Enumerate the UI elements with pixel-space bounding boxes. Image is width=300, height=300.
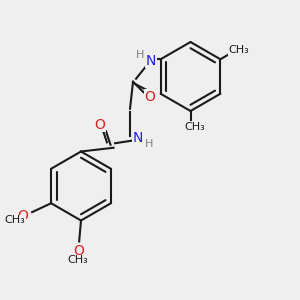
Text: CH₃: CH₃ (184, 122, 205, 132)
Text: H: H (145, 139, 154, 149)
Text: O: O (94, 118, 105, 132)
Text: O: O (18, 209, 28, 223)
Text: N: N (146, 54, 156, 68)
Text: CH₃: CH₃ (228, 45, 249, 55)
Text: H: H (135, 50, 144, 60)
Text: CH₃: CH₃ (4, 215, 25, 225)
Text: CH₃: CH₃ (67, 255, 88, 265)
Text: O: O (145, 90, 156, 104)
Text: O: O (73, 244, 84, 258)
Text: N: N (132, 131, 143, 145)
